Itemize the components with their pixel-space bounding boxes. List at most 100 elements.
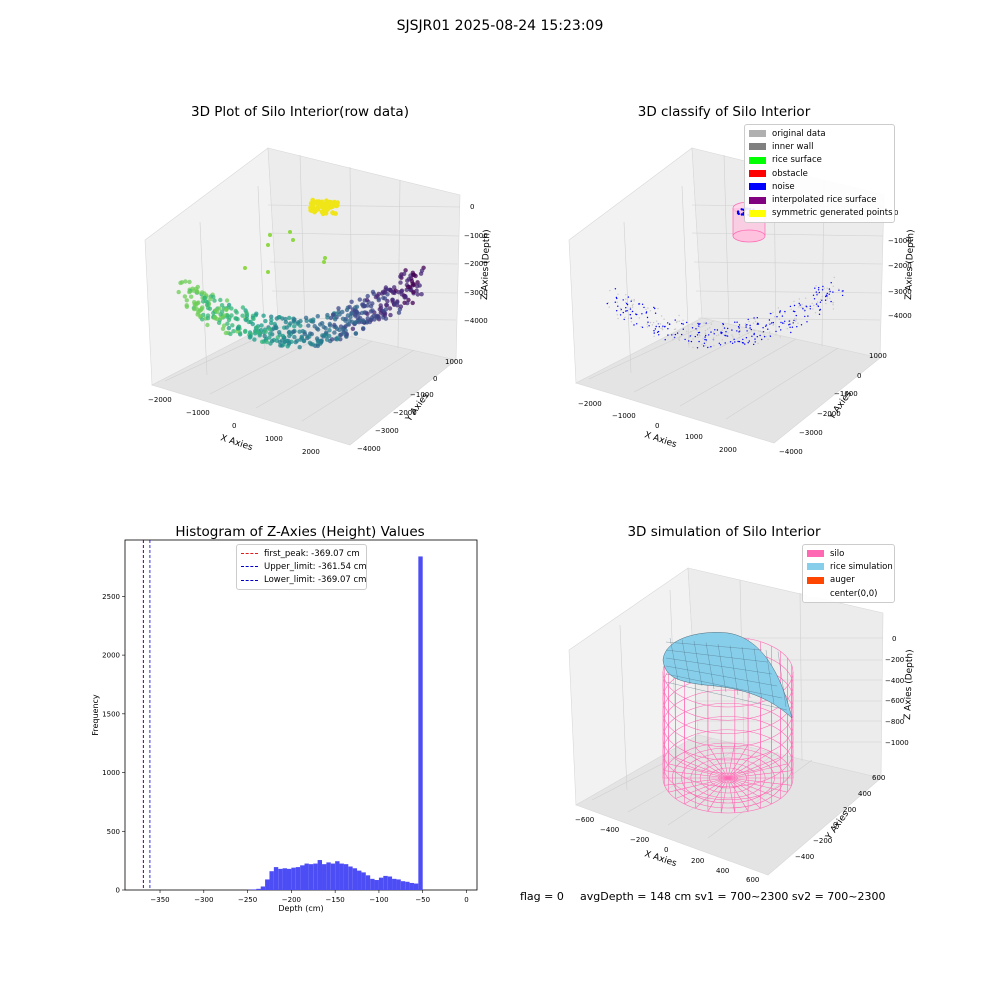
plot1-ytick: −2000 xyxy=(393,409,417,417)
scatter-point xyxy=(738,337,740,339)
scatter-point xyxy=(648,325,650,327)
scatter-point xyxy=(746,330,748,332)
scatter-point xyxy=(235,326,241,331)
scatter-point xyxy=(794,317,796,320)
scatter-point xyxy=(341,331,347,336)
legend-swatch xyxy=(807,563,824,571)
scatter-point xyxy=(748,340,750,342)
scatter-point xyxy=(254,325,259,330)
scatter-point xyxy=(817,289,820,291)
plot4-xtick: 400 xyxy=(716,867,729,875)
silo-spoke xyxy=(727,763,788,779)
scatter-point xyxy=(802,308,804,310)
scatter-point xyxy=(788,324,790,326)
plot1-title: 3D Plot of Silo Interior(row data) xyxy=(191,104,409,120)
scatter-point xyxy=(780,329,782,331)
scatter-point xyxy=(307,334,312,339)
scatter-point xyxy=(841,294,844,297)
scatter-point xyxy=(378,303,383,308)
histogram-ytick-label: 1000 xyxy=(102,769,120,777)
scatter-point xyxy=(813,298,816,300)
silo-ring xyxy=(662,716,794,787)
scatter-point xyxy=(699,323,701,325)
histogram-ytick-label: 0 xyxy=(116,887,120,895)
scatter-point xyxy=(616,297,618,300)
scatter-point xyxy=(781,322,784,324)
legend-label: Lower_limit: -369.07 cm xyxy=(264,575,367,586)
scatter-point xyxy=(749,327,751,329)
rice-mesh-line xyxy=(665,657,773,675)
plot1-ytick: −1000 xyxy=(410,391,434,399)
scatter-point xyxy=(717,334,720,336)
scatter-point xyxy=(325,315,330,320)
scatter-point xyxy=(226,325,232,331)
scatter-point xyxy=(813,304,815,307)
scatter-point xyxy=(817,292,819,295)
scatter-point xyxy=(754,330,756,332)
plot4-xtick: −600 xyxy=(575,816,594,824)
scatter-point xyxy=(626,302,628,305)
scatter-point xyxy=(323,204,328,210)
scatter-point xyxy=(757,342,759,345)
scatter-point xyxy=(302,331,308,337)
scatter-point xyxy=(736,212,740,215)
histogram-bar xyxy=(256,888,261,890)
scatter-point xyxy=(614,301,616,303)
plot4-ytick: −400 xyxy=(795,853,814,861)
scatter-point xyxy=(417,283,422,288)
scatter-point xyxy=(261,313,266,318)
scatter-point xyxy=(269,314,274,319)
scatter-point xyxy=(729,341,732,343)
scatter-point xyxy=(315,314,320,319)
scatter-point xyxy=(818,313,821,315)
scatter-point xyxy=(826,295,828,297)
scatter-point xyxy=(791,326,794,328)
histogram-bar xyxy=(326,862,331,890)
scatter-point xyxy=(624,316,626,319)
histogram-bar xyxy=(365,875,371,890)
legend-label: interpolated rice surface xyxy=(772,195,877,206)
scatter-point xyxy=(638,317,640,319)
scatter-point xyxy=(240,313,245,318)
scatter-point xyxy=(733,338,735,340)
scatter-point xyxy=(266,243,270,247)
scatter-point xyxy=(332,330,337,335)
legend-line xyxy=(241,566,258,568)
scatter-point xyxy=(268,233,272,237)
histogram-xtick-label: −200 xyxy=(282,896,301,904)
scatter-point xyxy=(698,323,700,326)
scatter-point xyxy=(340,316,346,321)
scatter-point xyxy=(722,325,724,327)
scatter-point xyxy=(690,331,692,333)
scatter-point xyxy=(230,323,235,328)
rice-mesh-line xyxy=(681,639,691,684)
scatter-point xyxy=(788,320,790,322)
rice-mesh-line xyxy=(729,645,739,696)
scatter-point xyxy=(297,345,302,350)
scatter-point xyxy=(673,328,676,331)
scatter-point xyxy=(734,321,736,323)
scatter-point xyxy=(647,307,649,309)
plot2-xtick: −1000 xyxy=(612,412,636,420)
scatter-point xyxy=(696,334,699,336)
scatter-point xyxy=(713,345,715,347)
scatter-point xyxy=(754,341,756,343)
legend-item-rice-surface: rice surface xyxy=(749,154,890,167)
plot4-ytick: 600 xyxy=(872,774,885,782)
scatter-point xyxy=(398,304,404,309)
scatter-point xyxy=(772,311,774,314)
scatter-point xyxy=(362,310,367,315)
scatter-point xyxy=(619,314,622,316)
silo-spoke xyxy=(707,777,729,812)
scatter-point xyxy=(674,328,677,330)
histogram-bar xyxy=(286,868,292,890)
scatter-point xyxy=(183,279,188,284)
histogram-bar xyxy=(322,864,327,890)
histogram-bar xyxy=(352,868,358,890)
scatter-point xyxy=(745,326,747,328)
scatter-point xyxy=(259,339,265,344)
scatter-point xyxy=(832,291,834,293)
scatter-point xyxy=(822,285,824,288)
scatter-point xyxy=(694,335,696,338)
scatter-point xyxy=(375,293,380,298)
